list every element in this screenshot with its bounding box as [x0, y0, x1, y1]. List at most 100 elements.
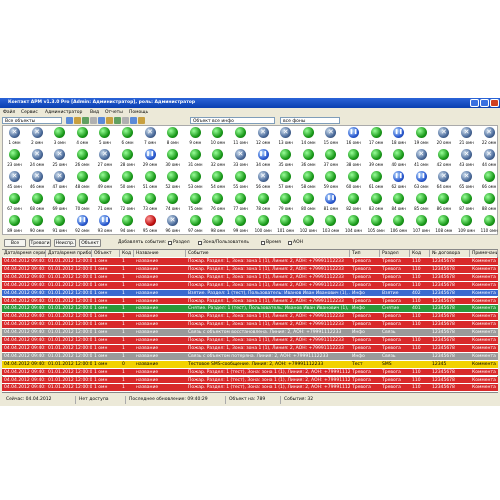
- object-icon[interactable]: [212, 149, 224, 160]
- object-icon[interactable]: [122, 171, 133, 182]
- object-icon[interactable]: [144, 193, 156, 204]
- object-icon[interactable]: [483, 215, 495, 226]
- tool-button[interactable]: [122, 117, 129, 124]
- object-icon[interactable]: [122, 149, 133, 160]
- object-icon[interactable]: [325, 171, 337, 182]
- table-row[interactable]: [2, 337, 498, 345]
- object-icon[interactable]: [302, 193, 314, 204]
- object-icon[interactable]: [302, 215, 314, 226]
- object-icon[interactable]: [99, 127, 111, 138]
- object-icon[interactable]: [235, 127, 246, 138]
- checkbox[interactable]: [198, 241, 202, 245]
- object-icon[interactable]: ✕: [257, 171, 269, 182]
- object-icon[interactable]: [302, 127, 314, 138]
- object-icon[interactable]: [167, 193, 179, 204]
- menu-item[interactable]: Отчеты: [105, 110, 123, 115]
- object-icon[interactable]: ✕: [99, 149, 111, 160]
- object-icon[interactable]: ✕: [438, 171, 450, 182]
- tool-button[interactable]: [82, 117, 89, 124]
- object-icon[interactable]: ❚❚: [393, 127, 405, 138]
- column-header[interactable]: Примечание: [470, 250, 498, 257]
- object-icon[interactable]: [257, 215, 269, 226]
- object-icon[interactable]: ✕: [31, 171, 43, 182]
- object-icon[interactable]: [348, 193, 359, 204]
- object-icon[interactable]: [76, 127, 88, 138]
- object-icon[interactable]: [415, 193, 427, 204]
- table-row[interactable]: [2, 344, 498, 353]
- object-icon[interactable]: [370, 149, 382, 160]
- tool-button[interactable]: [74, 117, 81, 124]
- object-icon[interactable]: ✕: [31, 127, 43, 138]
- column-header[interactable]: Дата/время сервера: [2, 250, 46, 257]
- object-icon[interactable]: [189, 171, 201, 182]
- object-icon[interactable]: [325, 215, 337, 226]
- object-icon[interactable]: [76, 149, 88, 160]
- tool-button[interactable]: [98, 117, 105, 124]
- object-icon[interactable]: [393, 193, 405, 204]
- object-icon[interactable]: [483, 171, 495, 182]
- object-icon[interactable]: [325, 149, 337, 160]
- object-icon[interactable]: [235, 171, 246, 182]
- object-icon[interactable]: ✕: [31, 149, 43, 160]
- object-icon[interactable]: ❚❚: [393, 171, 405, 182]
- object-icon[interactable]: [189, 127, 201, 138]
- object-icon[interactable]: [370, 193, 382, 204]
- table-row[interactable]: [2, 281, 498, 290]
- object-icon[interactable]: ✕: [483, 127, 495, 138]
- object-icon[interactable]: [9, 149, 20, 160]
- table-row[interactable]: [2, 289, 498, 298]
- object-icon[interactable]: [280, 171, 292, 182]
- object-icon[interactable]: ✕: [167, 215, 179, 226]
- object-icon[interactable]: ✕: [144, 127, 156, 138]
- column-header[interactable]: Событие: [186, 250, 350, 257]
- object-icon[interactable]: ✕: [235, 149, 246, 160]
- table-row[interactable]: [2, 321, 498, 330]
- menu-item[interactable]: Администратор: [45, 110, 83, 115]
- tool-button[interactable]: [66, 117, 73, 124]
- menu-item[interactable]: Вид: [90, 110, 100, 115]
- object-icon[interactable]: [189, 215, 201, 226]
- group-select[interactable]: Все объекты: [2, 117, 62, 124]
- object-icon[interactable]: [280, 149, 292, 160]
- object-icon[interactable]: [54, 127, 66, 138]
- object-icon[interactable]: ✕: [54, 171, 66, 182]
- tool-button[interactable]: [138, 117, 145, 124]
- object-icon[interactable]: [235, 193, 246, 204]
- tool-button[interactable]: [114, 117, 121, 124]
- checkbox[interactable]: [168, 241, 172, 245]
- table-row[interactable]: [2, 305, 498, 314]
- object-icon[interactable]: [31, 215, 43, 226]
- object-icon[interactable]: [461, 215, 472, 226]
- table-row[interactable]: [2, 329, 498, 337]
- object-icon[interactable]: [280, 193, 292, 204]
- tool-button[interactable]: [130, 117, 137, 124]
- filter-button[interactable]: Объект: [79, 239, 101, 247]
- filter-button[interactable]: Все: [4, 239, 26, 247]
- object-icon[interactable]: [483, 193, 495, 204]
- tool-button[interactable]: [90, 117, 97, 124]
- object-icon[interactable]: [438, 149, 450, 160]
- object-icon[interactable]: [54, 193, 66, 204]
- object-icon[interactable]: ❚❚: [348, 127, 359, 138]
- filter-select[interactable]: Объект все инфо: [190, 117, 275, 124]
- object-icon[interactable]: [393, 215, 405, 226]
- object-icon[interactable]: [167, 127, 179, 138]
- column-header[interactable]: Название: [134, 250, 186, 257]
- object-icon[interactable]: [438, 193, 450, 204]
- column-header[interactable]: № договора: [430, 250, 470, 257]
- object-icon[interactable]: [348, 171, 359, 182]
- object-icon[interactable]: [212, 193, 224, 204]
- filter-button[interactable]: Тревоги: [29, 239, 51, 247]
- object-icon[interactable]: ❚❚: [99, 215, 111, 226]
- object-icon[interactable]: [189, 149, 201, 160]
- object-icon[interactable]: [302, 149, 314, 160]
- object-icon[interactable]: [370, 215, 382, 226]
- column-header[interactable]: Дата/время прибора: [46, 250, 92, 257]
- menu-item[interactable]: Сервис: [21, 110, 38, 115]
- object-icon[interactable]: [461, 193, 472, 204]
- table-row[interactable]: [2, 376, 498, 385]
- object-icon[interactable]: ✕: [257, 127, 269, 138]
- object-icon[interactable]: [370, 127, 382, 138]
- menu-item[interactable]: Файл: [3, 110, 16, 115]
- object-icon[interactable]: [99, 171, 111, 182]
